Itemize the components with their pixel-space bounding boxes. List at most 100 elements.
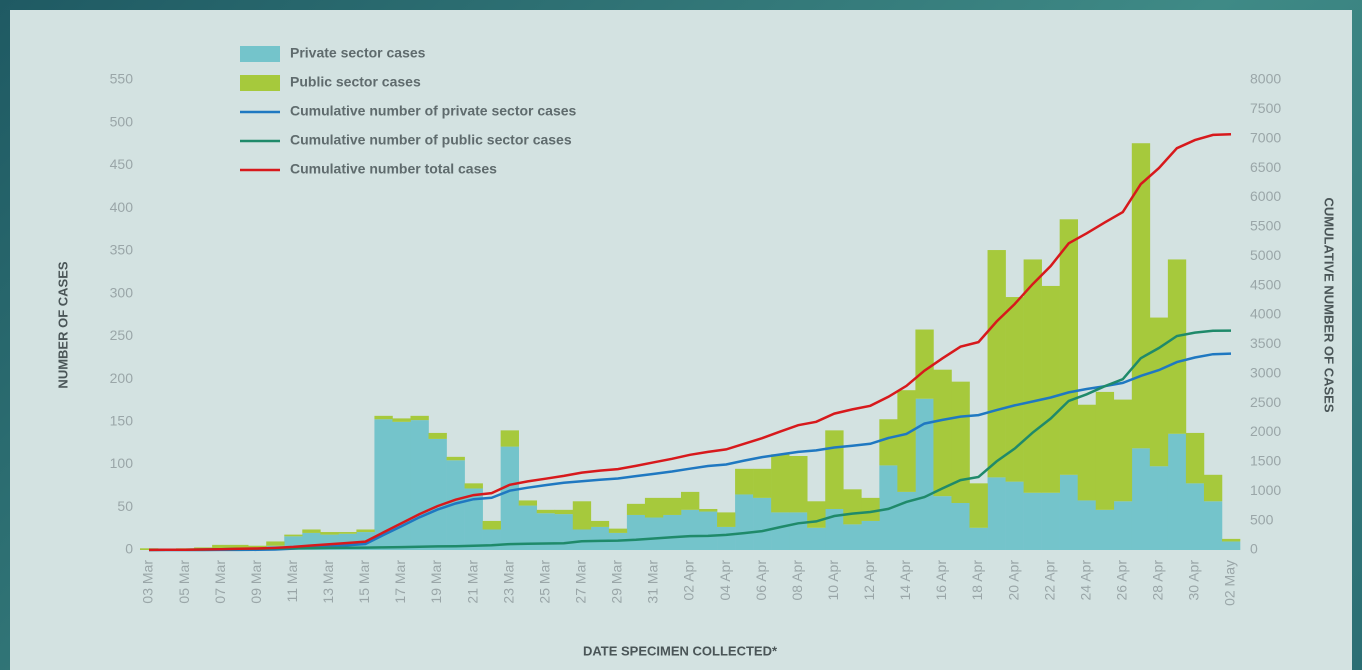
y-tick-label: 350 [110,242,134,258]
bar [410,416,428,420]
bar [519,500,537,505]
bar [627,504,645,515]
bar [1150,466,1168,550]
bar [681,510,699,550]
bar [356,529,374,532]
bar [1114,400,1132,502]
x-tick-label: 16 Apr [933,560,949,601]
chart: DATE SPECIMEN COLLECTED* NUMBER OF CASES… [0,0,1362,670]
bar [465,483,483,488]
bar [970,528,988,550]
bar [1168,434,1186,550]
bar [483,529,501,550]
bar [1024,259,1042,492]
bar [843,489,861,524]
bar [897,390,915,492]
bar [501,447,519,550]
legend-label: Cumulative number of public sector cases [290,132,572,148]
bar [410,420,428,550]
y2-tick-label: 3500 [1250,335,1281,351]
bar [933,496,951,550]
legend-swatch [240,46,280,62]
bar [627,515,645,550]
bar [483,521,501,530]
bar [645,498,663,518]
bar [735,494,753,550]
bar [392,422,410,550]
bar [447,457,465,460]
bar [1132,143,1150,448]
y2-tick-label: 5000 [1250,247,1281,263]
bar [374,416,392,419]
x-tick-label: 27 Mar [573,560,589,604]
y2-tick-label: 7500 [1250,100,1281,116]
y-axis-title: NUMBER OF CASES [55,261,70,388]
bar [609,529,627,533]
bar [717,527,735,550]
bar [573,501,591,529]
legend-label: Public sector cases [290,74,421,90]
bar [933,370,951,496]
x-tick-label: 30 Apr [1186,560,1202,601]
x-tick-label: 26 Apr [1113,560,1129,601]
bar [1078,405,1096,501]
bar [988,477,1006,550]
x-tick-label: 04 Apr [717,560,733,601]
x-tick-label: 11 Mar [284,560,300,603]
x-tick-label: 28 Apr [1150,560,1166,601]
bar [1096,510,1114,550]
x-tick-label: 03 Mar [140,560,156,604]
y2-axis-title: CUMULATIVE NUMBER OF CASES [1322,198,1337,413]
x-tick-label: 02 Apr [681,560,697,601]
bar [1204,501,1222,550]
bar [392,418,410,421]
bar [1168,259,1186,433]
y-tick-label: 200 [110,370,134,386]
bar [1186,483,1204,550]
bar [1186,433,1204,483]
y-tick-label: 50 [117,498,133,514]
x-tick-label: 13 Mar [320,560,336,604]
x-tick-label: 09 Mar [248,560,264,604]
bar [1024,493,1042,550]
bar [988,250,1006,477]
y2-tick-label: 7000 [1250,129,1281,145]
bar [699,512,717,550]
bar [861,521,879,550]
y2-tick-label: 1500 [1250,453,1281,469]
bar [645,518,663,550]
y-tick-label: 100 [110,455,134,471]
x-tick-label: 14 Apr [897,560,913,601]
x-axis-title: DATE SPECIMEN COLLECTED* [583,643,778,658]
bar [1006,482,1024,550]
x-tick-label: 25 Mar [536,560,552,604]
bar [1060,475,1078,550]
y2-tick-label: 500 [1250,511,1274,527]
x-tick-label: 18 Apr [969,560,985,601]
y2-tick-label: 4500 [1250,276,1281,292]
bar [537,510,555,513]
bar [320,532,338,535]
x-tick-label: 17 Mar [392,560,408,604]
bar [1096,392,1114,510]
x-tick-label: 06 Apr [753,560,769,601]
bar [771,454,789,512]
bar [1150,318,1168,467]
bar [1042,286,1060,493]
bar [591,521,609,527]
bar [807,528,825,550]
bar [681,492,699,510]
legend-label: Cumulative number of private sector case… [290,103,577,119]
bar [771,512,789,550]
bar [1222,539,1240,542]
y2-tick-label: 2000 [1250,423,1281,439]
x-tick-label: 19 Mar [428,560,444,604]
bar [951,503,969,550]
x-tick-label: 23 Mar [500,560,516,604]
x-tick-label: 05 Mar [176,560,192,604]
bar [1078,500,1096,550]
bar [951,382,969,503]
bar [843,524,861,550]
bar [879,419,897,465]
y-tick-label: 0 [125,541,133,557]
